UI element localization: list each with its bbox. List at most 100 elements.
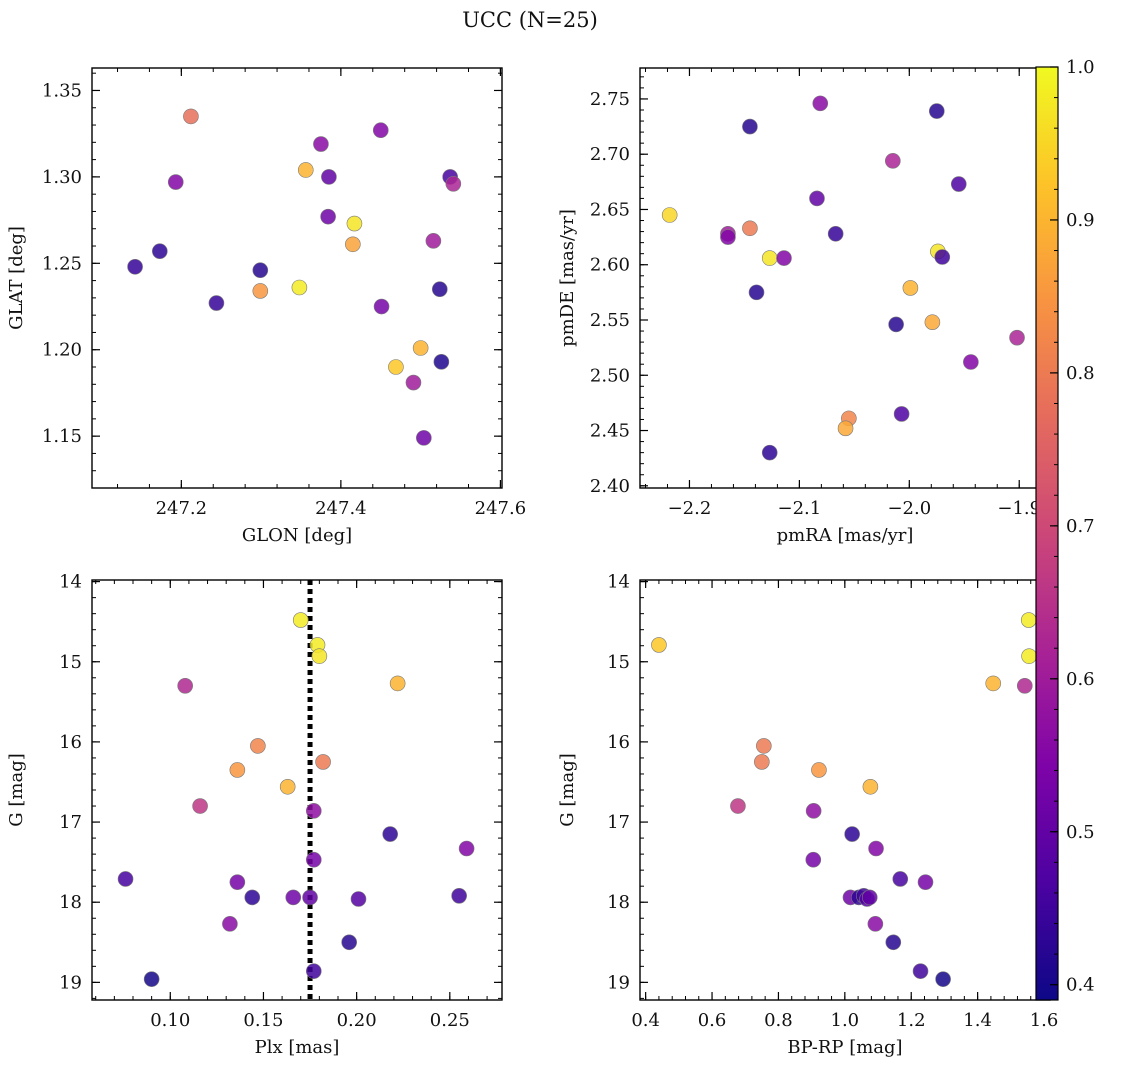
scatter-point (756, 738, 772, 754)
scatter-point (885, 153, 901, 169)
minor-ticks (92, 580, 502, 1000)
scatter-point (252, 283, 269, 299)
scatter-point (1016, 678, 1033, 694)
colorbar-tick-label: 0.7 (1066, 516, 1095, 537)
scatter-point (346, 215, 363, 232)
y-axis-label: G [mag] (6, 753, 27, 826)
scatter-point (302, 889, 318, 906)
scatter-point (433, 354, 450, 370)
scatter-point (458, 840, 475, 857)
y-tick-label: 16 (59, 732, 82, 753)
scatter-point (425, 233, 442, 249)
scatter-point (320, 208, 336, 225)
scatter-point (761, 250, 778, 266)
y-tick-label: 2.60 (590, 255, 630, 276)
x-tick-label: 0.10 (150, 1010, 190, 1031)
x-axis-label: BP-RP [mag] (787, 1037, 902, 1058)
scatter-point (1021, 648, 1037, 664)
x-tick-label: −2.2 (668, 498, 712, 519)
figure-title: UCC (N=25) (462, 8, 598, 32)
y-tick-label: 2.40 (590, 476, 630, 497)
scatter-point (888, 316, 904, 333)
scatter-point (902, 280, 919, 296)
scatter-point (776, 250, 792, 266)
scatter-point (720, 229, 736, 245)
scatter-point (341, 934, 357, 951)
scatter-point (285, 889, 302, 906)
scatter-point (297, 162, 314, 178)
y-tick-label: 2.70 (590, 144, 630, 165)
scatter-panel-4: 0.4 0.6 0.8 1.0 1.2 1.4 1.6 14 15 16 17 18 19 BP-RP [… (557, 572, 1058, 1058)
scatter-point (405, 374, 422, 391)
scatter-point (661, 207, 678, 223)
scatter-point (152, 243, 168, 260)
colorbar-tick-label: 0.8 (1066, 363, 1095, 384)
scatter-point (244, 889, 261, 906)
y-tick-label: 2.45 (590, 421, 630, 442)
scatter-point (730, 798, 746, 814)
y-axis-label: pmDE [mas/yr] (557, 209, 578, 347)
colorbar-tick-label: 1.0 (1066, 57, 1095, 78)
x-tick-label: 1.4 (963, 1010, 992, 1031)
scatter-point (389, 675, 406, 692)
scatter-point (313, 136, 329, 152)
y-tick-label: 1.30 (42, 167, 82, 188)
x-tick-label: 1.6 (1030, 1010, 1059, 1031)
colorbar-gradient (1035, 66, 1059, 1001)
y-axis-label: GLAT [deg] (6, 226, 27, 330)
scatter-point (651, 637, 667, 653)
scatter-point (742, 220, 758, 237)
scatter-point (812, 95, 829, 112)
x-axis-label: pmRA [mas/yr] (777, 525, 914, 546)
scatter-point (892, 871, 909, 887)
scatter-panel-1: 247.2 247.4 247.6 1.15 1.20 1.25 1.30 1.35 GLON … (6, 67, 526, 546)
y-tick-label: 19 (59, 972, 82, 993)
scatter-point (412, 340, 429, 356)
scatter-point (192, 798, 208, 814)
colorbar-tick-label: 0.9 (1066, 210, 1095, 231)
scatter-point (372, 122, 389, 139)
y-tick-label: 16 (607, 732, 630, 753)
x-tick-label: −2.0 (887, 498, 931, 519)
scatter-point (867, 916, 884, 932)
scatter-point (742, 118, 758, 135)
x-tick-label: 0.8 (764, 1010, 793, 1031)
scatter-point (345, 236, 361, 253)
minor-ticks (92, 68, 502, 489)
scatter-point (805, 803, 822, 819)
scatter-point (315, 754, 331, 770)
y-tick-label: 15 (607, 652, 630, 673)
y-tick-label: 17 (607, 812, 630, 833)
scatter-point (177, 678, 193, 694)
scatter-point (279, 778, 296, 795)
axes-frame (639, 579, 1051, 1001)
scatter-point (229, 762, 246, 778)
y-tick-label: 19 (607, 972, 630, 993)
x-tick-label: 0.20 (337, 1010, 377, 1031)
scatter-point (451, 888, 467, 904)
scatter-point (305, 803, 322, 819)
scatter-point (291, 279, 308, 296)
scatter-point (167, 174, 184, 190)
colorbar-tick-label: 0.6 (1066, 669, 1095, 690)
scatter-point (117, 871, 134, 887)
scatter-panel-3: 0.10 0.15 0.20 0.25 14 15 16 17 18 19 Plx [mas] G [… (6, 572, 503, 1058)
scatter-point (754, 754, 770, 770)
scatter-point (924, 314, 941, 331)
colorbar-tick-label: 0.4 (1066, 975, 1095, 996)
scatter-point (305, 851, 322, 868)
x-tick-label: 247.2 (156, 498, 208, 519)
scatter-point (431, 281, 448, 298)
x-tick-label: 247.4 (315, 498, 367, 519)
y-tick-label: 15 (59, 652, 82, 673)
scatter-point (837, 420, 854, 437)
scatter-point (382, 826, 398, 842)
scatter-point (388, 359, 404, 375)
scatter-point (861, 889, 878, 906)
scatter-point (917, 874, 934, 890)
scatter-point (963, 354, 979, 370)
scatter-point (350, 891, 367, 907)
scatter-point (252, 262, 269, 279)
colorbar-tick-label: 0.5 (1066, 822, 1095, 843)
scatter-point (985, 675, 1002, 692)
